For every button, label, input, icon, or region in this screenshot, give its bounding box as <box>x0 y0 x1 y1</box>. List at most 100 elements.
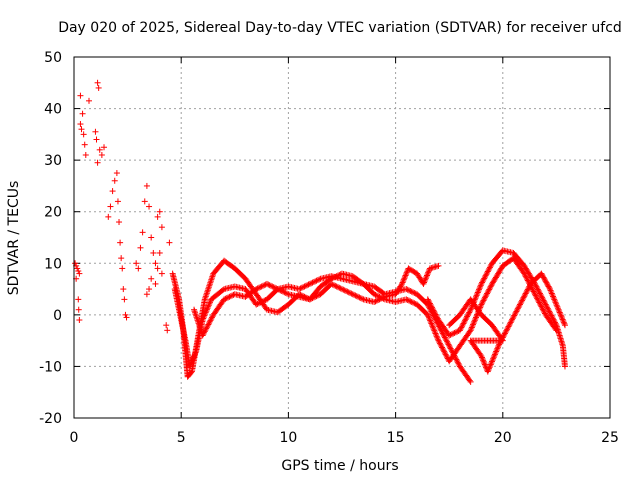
data-point <box>499 335 506 342</box>
data-point <box>192 309 199 316</box>
data-point <box>552 320 559 327</box>
data-point <box>402 272 409 279</box>
data-point <box>72 260 79 267</box>
data-point <box>96 146 103 153</box>
data-point <box>371 298 378 305</box>
x-tick-label: 25 <box>601 430 619 446</box>
data-point <box>485 367 492 374</box>
data-point <box>372 298 379 305</box>
data-point <box>336 284 343 291</box>
data-point <box>440 331 447 338</box>
data-point <box>448 331 455 338</box>
data-point <box>259 298 266 305</box>
data-point <box>514 307 521 314</box>
data-point <box>146 286 153 293</box>
data-point <box>484 269 491 276</box>
data-point <box>466 377 473 384</box>
data-point <box>511 312 518 319</box>
data-point <box>445 341 452 348</box>
data-point <box>539 304 546 311</box>
data-point <box>430 326 437 333</box>
data-point <box>146 203 153 210</box>
data-point <box>421 278 428 285</box>
data-point <box>314 277 321 284</box>
data-point <box>479 298 486 305</box>
data-point <box>339 286 345 293</box>
data-point <box>375 293 382 300</box>
data-point <box>470 320 477 327</box>
data-point <box>534 296 541 303</box>
data-point <box>488 282 495 289</box>
data-point <box>86 97 93 104</box>
data-point <box>403 271 410 278</box>
data-point <box>515 304 522 311</box>
data-point <box>219 287 226 294</box>
data-point <box>353 293 360 300</box>
data-point <box>143 291 150 298</box>
data-point <box>537 302 544 309</box>
data-point <box>113 170 120 177</box>
data-point <box>477 282 484 289</box>
data-point <box>493 348 500 355</box>
data-point <box>532 282 539 289</box>
chart-title: Day 020 of 2025, Sidereal Day-to-day VTE… <box>58 20 622 36</box>
data-point <box>407 288 414 295</box>
data-point <box>424 311 431 318</box>
data-point <box>539 294 546 301</box>
data-point <box>519 297 526 304</box>
data-point <box>480 357 487 364</box>
data-point <box>461 319 468 326</box>
data-point <box>407 298 414 305</box>
data-point <box>332 273 339 280</box>
data-point <box>554 303 561 310</box>
data-point <box>341 287 348 294</box>
data-point <box>484 368 491 375</box>
data-point <box>77 121 84 128</box>
data-point <box>472 315 479 322</box>
data-point <box>166 239 173 246</box>
data-point <box>438 343 445 350</box>
data-point <box>525 285 532 292</box>
data-point <box>205 285 212 292</box>
data-point <box>206 281 213 288</box>
data-point <box>229 292 236 299</box>
data-point <box>447 331 454 338</box>
data-point <box>464 312 471 319</box>
data-point <box>439 344 446 351</box>
data-point <box>470 321 477 328</box>
data-point <box>556 308 563 315</box>
data-point <box>484 289 491 296</box>
data-point <box>340 286 347 293</box>
data-point <box>309 279 316 286</box>
data-point <box>521 291 528 298</box>
data-point <box>509 316 516 323</box>
data-point <box>482 293 489 300</box>
data-point <box>478 354 485 361</box>
data-point <box>430 307 437 314</box>
data-point <box>205 303 212 310</box>
data-point <box>336 271 343 278</box>
data-point <box>444 338 451 345</box>
data-point <box>431 310 438 317</box>
data-point <box>337 285 344 292</box>
data-point <box>466 308 473 315</box>
data-point <box>484 290 491 297</box>
data-point <box>536 290 543 297</box>
data-point <box>480 297 487 304</box>
data-point <box>555 306 562 313</box>
data-point <box>137 244 144 251</box>
y-tick-label: 0 <box>53 308 62 324</box>
data-point <box>506 320 513 327</box>
data-point <box>457 325 464 332</box>
data-point <box>454 328 461 335</box>
data-point <box>442 351 449 358</box>
data-point <box>193 312 200 319</box>
data-point <box>499 334 506 341</box>
data-point <box>480 358 487 365</box>
data-point <box>82 151 89 158</box>
data-point <box>333 273 340 280</box>
data-point <box>255 284 262 291</box>
data-point <box>471 317 478 324</box>
data-point <box>550 294 557 301</box>
